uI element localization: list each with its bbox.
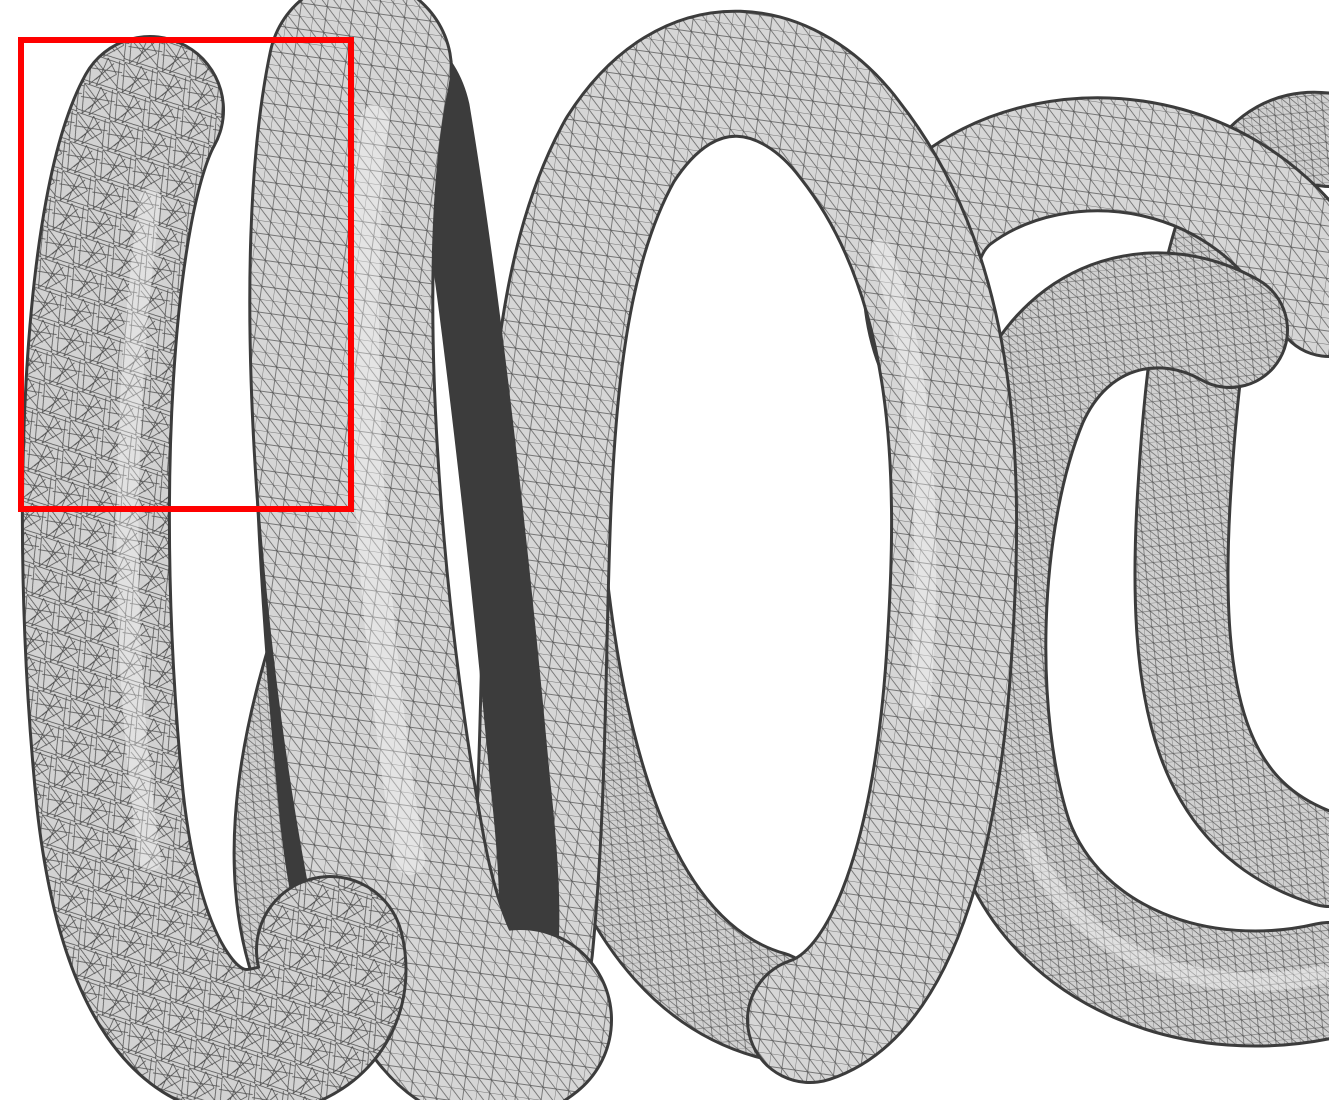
highlight-box[interactable] bbox=[18, 37, 354, 512]
coil-turn-noisy bbox=[20, 35, 408, 1100]
coil-turn-2 bbox=[466, 9, 1019, 1084]
